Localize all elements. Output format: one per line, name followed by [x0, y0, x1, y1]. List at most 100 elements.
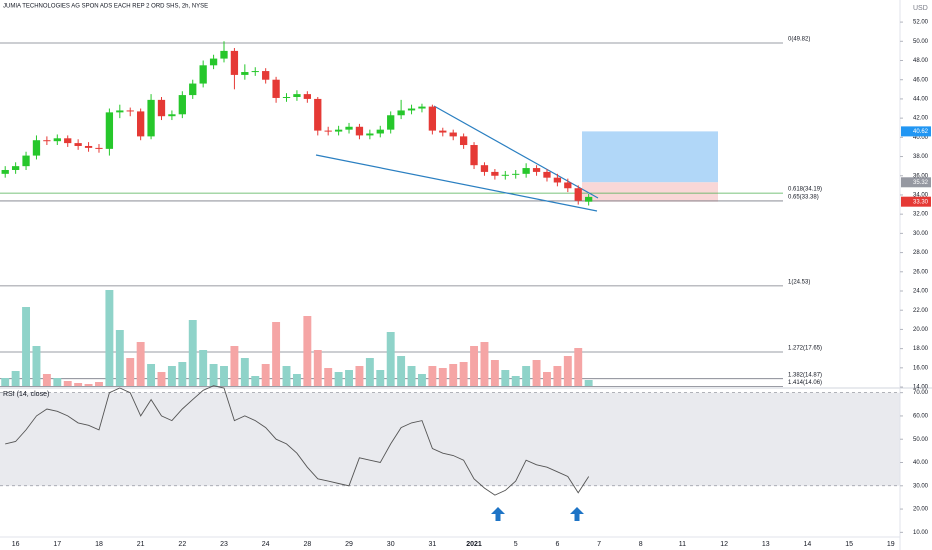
volume-bar: [22, 307, 31, 386]
candle-body: [209, 58, 218, 66]
x-tick-label: 18: [95, 541, 103, 548]
candle-body: [220, 50, 228, 59]
volume-bar: [261, 364, 270, 386]
y-tick-label: 36.00: [913, 173, 929, 179]
volume-bar: [292, 374, 301, 386]
volume-bar: [220, 366, 228, 386]
volume-bar: [449, 364, 458, 386]
x-tick-label: 24: [262, 541, 270, 548]
price-badge: [901, 177, 931, 188]
fib-label: 0.618(34.19): [788, 187, 822, 193]
rsi-band: [0, 392, 900, 486]
y-tick-label: 52.00: [913, 20, 929, 26]
volume-bar: [167, 366, 176, 386]
volume-bar: [407, 366, 416, 386]
volume-bar: [376, 370, 385, 386]
arrow-up: [570, 507, 584, 521]
rsi-line: [5, 385, 590, 496]
volume-bar: [522, 366, 531, 386]
volume-bar: [147, 364, 156, 386]
candle-body: [137, 111, 145, 137]
x-tick-label: 15: [845, 541, 853, 548]
y-tick-label: 32.00: [913, 212, 929, 218]
volume-bar: [199, 350, 208, 386]
volume-bar: [563, 356, 572, 386]
y-tick-label: 30.00: [913, 483, 929, 489]
fib-label: 1(24.53): [788, 279, 810, 285]
rsi-title: RSI (14, close): [3, 391, 49, 398]
volume-bar: [188, 320, 197, 386]
volume-bar: [313, 350, 322, 386]
volume-bar: [240, 358, 249, 386]
candle-body: [532, 168, 541, 172]
candle-body: [397, 110, 405, 116]
price-badge: [901, 126, 931, 137]
candle-body: [345, 126, 353, 130]
trend-line-lower: [315, 154, 598, 212]
y-tick-label: 28.00: [913, 250, 929, 256]
candle-body: [407, 108, 416, 111]
volume-bar: [272, 322, 281, 386]
y-tick-label: 42.00: [913, 116, 929, 122]
x-tick-label: 14: [804, 541, 812, 548]
candle-body: [324, 130, 332, 132]
price-badge-label: 35.32: [913, 180, 929, 186]
price-badge-label: 40.62: [913, 129, 929, 135]
volume-bar: [470, 346, 479, 386]
candle-body: [439, 130, 447, 133]
x-tick-label: 22: [178, 541, 186, 548]
y-tick-label: 38.00: [913, 154, 929, 160]
candle-body: [376, 129, 384, 134]
volume-bar: [136, 342, 145, 386]
volume-bar: [84, 384, 93, 386]
y-tick-label: 50.00: [913, 437, 929, 443]
y-tick-label: 24.00: [913, 289, 929, 295]
volume-bar: [74, 383, 83, 386]
candle-body: [22, 155, 30, 167]
volume-bar: [584, 380, 593, 386]
candle-body: [1, 169, 9, 174]
x-tick-label: 23: [220, 541, 228, 548]
volume-bar: [532, 360, 541, 386]
y-tick-label: 48.00: [913, 58, 929, 64]
candle-body: [522, 168, 530, 174]
x-tick-label: 17: [53, 541, 61, 548]
y-tick-label: 40.00: [913, 460, 929, 466]
volume-bar: [334, 372, 343, 386]
candle-body: [116, 110, 124, 113]
x-tick-label: 29: [345, 541, 353, 548]
fib-label: 1.272(17.65): [788, 346, 822, 352]
candle-body: [387, 115, 395, 130]
x-tick-label: 28: [303, 541, 311, 548]
y-tick-label: 20.00: [913, 327, 929, 333]
y-tick-label: 50.00: [913, 39, 929, 45]
candle-body: [147, 99, 155, 137]
volume-bar: [11, 371, 20, 386]
candle-body: [366, 133, 374, 136]
candle-body: [303, 94, 311, 99]
candle-body: [189, 83, 197, 96]
volume-bar: [459, 362, 468, 386]
y-tick-label: 18.00: [913, 346, 929, 352]
candle-body: [293, 94, 301, 97]
x-tick-label: 30: [387, 541, 395, 548]
candle-body: [272, 79, 280, 98]
candle-body: [355, 126, 364, 136]
candle-body: [491, 171, 499, 176]
chart-title: JUMIA TECHNOLOGIES AG SPON ADS EACH REP …: [3, 4, 208, 10]
y-tick-label: 46.00: [913, 77, 929, 83]
candle-body: [553, 177, 562, 183]
y-tick-label: 10.00: [913, 530, 929, 536]
candle-body: [168, 114, 176, 117]
volume-bar: [63, 381, 72, 386]
fib-label: 0.65(33.38): [788, 194, 819, 200]
price-badge: [901, 196, 931, 207]
volume-bar: [53, 378, 62, 386]
volume-bar: [209, 364, 218, 386]
y-tick-label: 16.00: [913, 365, 929, 371]
candle-body: [241, 72, 249, 75]
y-tick-label: 30.00: [913, 231, 929, 237]
x-tick-label: 16: [12, 541, 20, 548]
candle-body: [126, 110, 134, 112]
